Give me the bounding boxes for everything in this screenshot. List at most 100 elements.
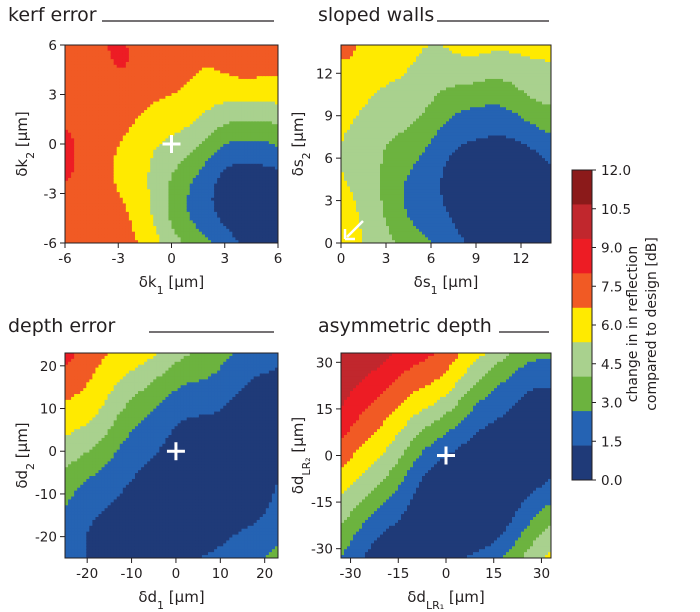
contour-cell <box>147 95 151 100</box>
contour-cell <box>156 70 160 74</box>
contour-cell <box>274 186 278 190</box>
contour-cell <box>128 112 133 117</box>
contour-cell <box>238 95 243 100</box>
contour-cell <box>238 206 243 210</box>
contour-cell <box>92 47 97 52</box>
contour-cell <box>235 70 240 74</box>
contour-cell <box>71 93 75 97</box>
contour-cell <box>77 209 81 213</box>
contour-cell <box>159 64 163 69</box>
contour-cell <box>180 166 185 171</box>
contour-cell <box>116 104 121 108</box>
contour-cell <box>71 84 75 89</box>
contour-cell <box>68 163 72 168</box>
contour-cell <box>65 144 69 148</box>
contour-cell <box>226 214 230 219</box>
contour-cell <box>113 112 118 117</box>
contour-cell <box>217 158 221 162</box>
contour-cell <box>253 197 258 202</box>
contour-cell <box>201 124 206 128</box>
contour-cell <box>250 90 255 94</box>
contour-cell <box>217 163 221 168</box>
contour-cell <box>98 141 103 145</box>
contour-cell <box>211 237 215 241</box>
contour-cell <box>192 47 197 52</box>
contour-cell <box>80 76 84 80</box>
contour-cell <box>226 192 230 196</box>
contour-cell <box>180 206 185 210</box>
contour-cell <box>250 110 255 114</box>
contour-cell <box>244 124 249 128</box>
contour-cell <box>177 203 182 207</box>
contour-cell <box>125 129 130 134</box>
contour-cell <box>259 87 264 91</box>
contour-cell <box>128 144 133 148</box>
contour-cell <box>220 155 224 159</box>
contour-cell <box>183 90 188 94</box>
contour-cell <box>341 194 345 199</box>
contour-cell <box>274 76 278 80</box>
contour-cell <box>238 228 243 233</box>
contour-cell <box>235 56 240 60</box>
contour-cell <box>71 203 75 207</box>
contour-cell <box>119 186 124 190</box>
contour-cell <box>195 45 200 49</box>
contour-cell <box>259 217 264 221</box>
contour-cell <box>159 59 163 63</box>
contour-cell <box>110 132 115 137</box>
contour-cell <box>68 234 72 238</box>
contour-cell <box>244 104 249 108</box>
contour-cell <box>101 211 106 216</box>
contour-cell <box>208 121 212 125</box>
contour-cell <box>177 155 182 159</box>
contour-cell <box>214 177 218 182</box>
contour-cell <box>144 121 148 125</box>
contour-cell <box>153 228 157 233</box>
contour-cell <box>71 240 75 243</box>
contour-cell <box>217 240 221 243</box>
contour-cell <box>235 209 240 213</box>
contour-cell <box>171 234 176 238</box>
contour-cell <box>125 73 130 77</box>
contour-cell <box>104 166 109 171</box>
contour-cell <box>119 203 124 207</box>
contour-cell <box>204 211 209 216</box>
contour-cell <box>223 73 227 77</box>
contour-cell <box>192 129 197 134</box>
contour-cell <box>162 211 167 216</box>
contour-cell <box>101 70 106 74</box>
contour-cell <box>214 61 218 66</box>
contour-cell <box>125 175 130 179</box>
contour-cell <box>211 87 215 91</box>
contour-cell <box>92 155 97 159</box>
contour-cell <box>71 231 75 236</box>
contour-cell <box>156 237 160 241</box>
contour-cell <box>217 237 221 241</box>
contour-cell <box>80 200 84 204</box>
contour-cell <box>223 214 227 219</box>
contour-cell <box>265 121 270 125</box>
contour-cell <box>165 67 170 72</box>
contour-cell <box>229 135 233 139</box>
contour-cell <box>232 166 236 171</box>
contour-cell <box>247 203 252 207</box>
contour-cell <box>101 115 106 120</box>
contour-cell <box>89 121 93 125</box>
contour-cell <box>189 129 194 134</box>
contour-cell <box>241 95 246 100</box>
contour-cell <box>247 192 252 196</box>
contour-cell <box>141 61 145 66</box>
contour-cell <box>128 98 133 103</box>
contour-cell <box>250 180 255 185</box>
contour-cell <box>168 228 173 233</box>
contour-cell <box>220 228 224 233</box>
contour-cell <box>119 223 124 227</box>
contour-cell <box>274 81 278 86</box>
contour-cell <box>195 163 200 168</box>
contour-cell <box>141 158 145 162</box>
contour-cell <box>217 144 221 148</box>
contour-cell <box>211 172 215 176</box>
contour-cell <box>232 87 236 91</box>
contour-cell <box>125 124 130 128</box>
